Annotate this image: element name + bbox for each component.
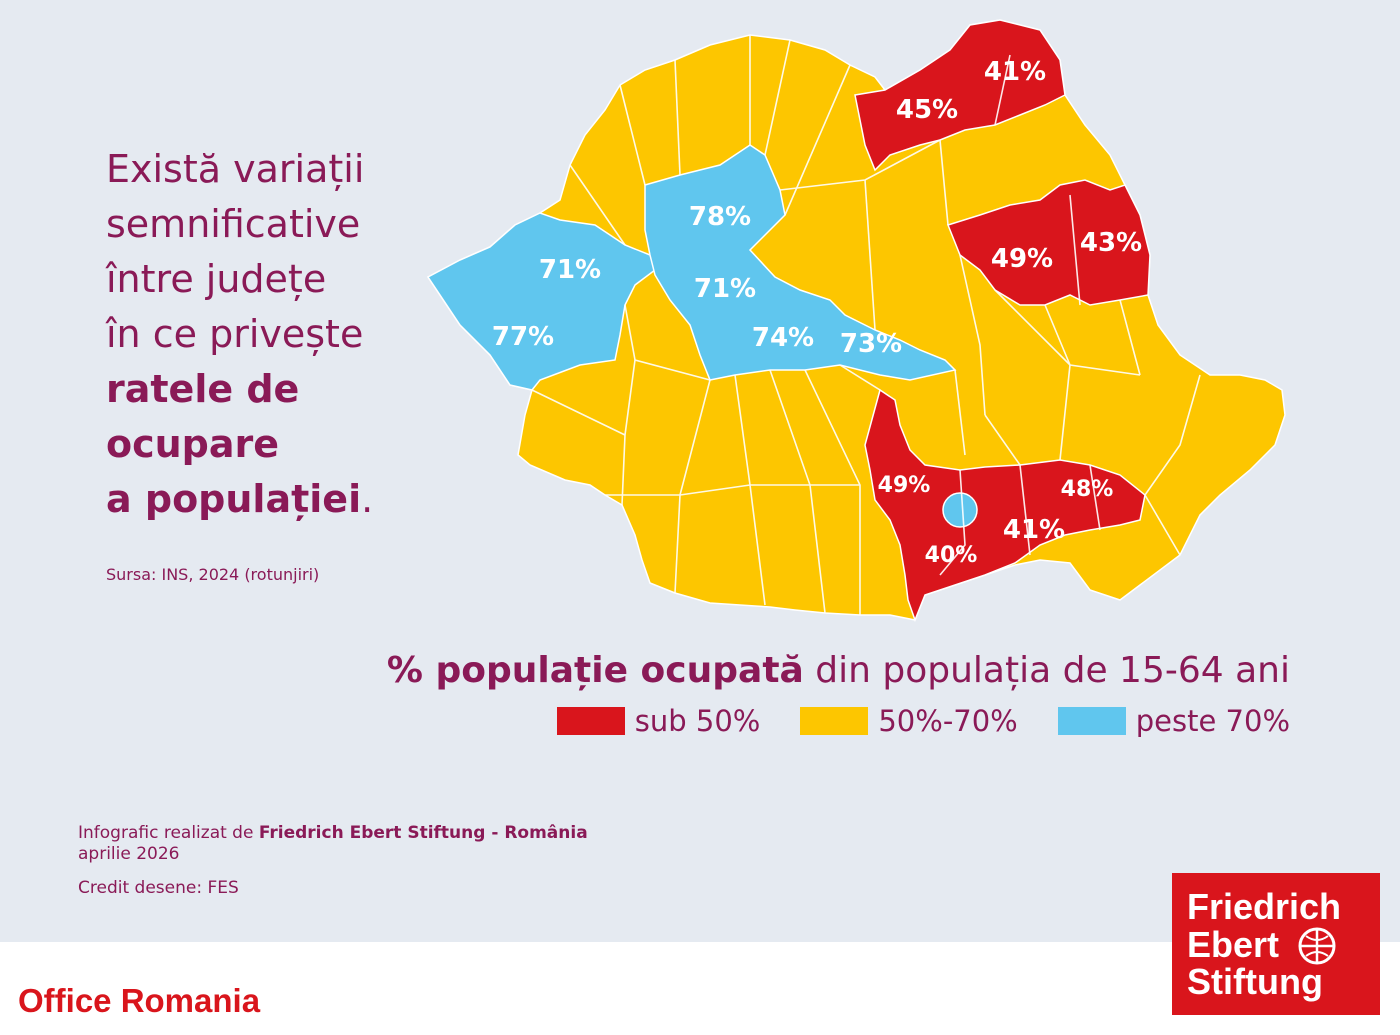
legend-swatch-high [1057, 707, 1126, 735]
label-calarasi: 41% [1003, 515, 1065, 545]
legend-item-low: sub 50% [556, 704, 761, 738]
credits: Infografic realizat de Friedrich Ebert S… [78, 820, 588, 901]
headline-line-4: în ce privește [106, 312, 364, 356]
legend-title-bold: % populație ocupată [386, 650, 804, 691]
label-giurgiu: 40% [925, 543, 978, 568]
label-iasi: 49% [991, 244, 1053, 274]
label-vaslui: 43% [1080, 228, 1142, 258]
legend-title: % populație ocupată din populația de 15-… [387, 650, 1290, 691]
legend-label-mid: 50%-70% [878, 704, 1018, 738]
fes-logo: Friedrich Ebert Stiftung [1172, 873, 1380, 1015]
credits-drawings: Credit desene: FES [78, 878, 239, 898]
headline: Există variații semnificative între jude… [106, 142, 436, 527]
label-dambovita: 49% [878, 473, 931, 498]
label-ialomita: 48% [1061, 477, 1114, 502]
logo-line-3: Stiftung [1187, 961, 1323, 1002]
legend-swatch-low [556, 707, 625, 735]
legend: sub 50% 50%-70% peste 70% [517, 704, 1290, 738]
romania-map: 41% 45% 49% 43% 78% 71% 71% 77% 74% 73% … [420, 15, 1300, 635]
region-high-west [426, 212, 656, 391]
label-bihor: 71% [539, 255, 601, 285]
headline-end-punct: . [361, 477, 374, 521]
source-note: Sursa: INS, 2024 (rotunjiri) [106, 565, 320, 584]
label-botosani: 45% [896, 95, 958, 125]
region-high-bucharest [942, 492, 978, 528]
legend-title-rest: din populația de 15-64 ani [803, 650, 1290, 691]
office-name: Office Romania [18, 982, 261, 1019]
region-low-north [854, 19, 1066, 172]
footer: Office Romania [0, 942, 1400, 1035]
legend-label-low: sub 50% [634, 704, 761, 738]
legend-item-mid: 50%-70% [800, 704, 1018, 738]
headline-line-1: Există variații [106, 147, 365, 191]
logo-line-1: Friedrich [1187, 886, 1342, 927]
headline-bold-line-1: ratele de [106, 367, 300, 411]
headline-bold-line-3: a populației [106, 477, 362, 521]
globe-icon [1298, 927, 1336, 965]
logo-line-2: Ebert [1187, 924, 1280, 965]
credits-org: Friedrich Ebert Stiftung - România [258, 823, 588, 843]
credits-made-by: Infografic realizat de Friedrich Ebert S… [78, 820, 588, 846]
headline-bold-line-2: ocupare [106, 422, 280, 466]
region-high-centre [644, 144, 957, 381]
label-brasov: 73% [840, 329, 902, 359]
credits-made-by-prefix: Infografic realizat de [78, 823, 259, 843]
credits-date: aprilie 2026 [78, 844, 180, 864]
legend-label-high: peste 70% [1135, 704, 1290, 738]
legend-item-high: peste 70% [1057, 704, 1290, 738]
label-cluj: 78% [689, 202, 751, 232]
county-borders [531, 35, 1201, 615]
region-low-east [947, 179, 1151, 306]
headline-line-3: între județe [106, 257, 327, 301]
headline-line-2: semnificative [106, 202, 361, 246]
legend-swatch-mid [800, 707, 869, 735]
headline-last-line: a populației. [106, 472, 436, 527]
label-timis: 77% [492, 322, 554, 352]
romania-map-svg: 41% 45% 49% 43% 78% 71% 71% 77% 74% 73% … [426, 19, 1286, 623]
label-suceava: 41% [984, 57, 1046, 87]
region-low-south [864, 388, 1146, 623]
label-alba: 71% [694, 274, 756, 304]
label-sibiu: 74% [752, 323, 814, 353]
